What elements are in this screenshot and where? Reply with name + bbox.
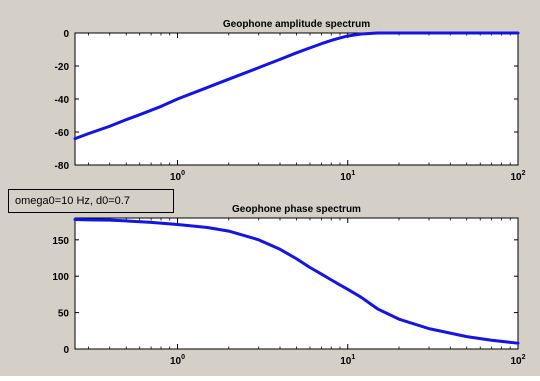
chart-1-series-line [73,31,520,141]
chart-1-xtick-label: 100 [170,170,185,183]
chart-1-title: Geophone amplitude spectrum [223,19,370,30]
chart-2-xtick-label: 102 [510,354,525,367]
chart-1-xtick-label: 102 [510,170,525,183]
chart-2-title: Geophone phase spectrum [232,204,361,215]
chart-2-xtick-label: 100 [170,354,185,367]
chart-1-ytick-label: 0 [63,29,69,40]
annotation-box: omega0=10 Hz, d0=0.7 [8,189,174,213]
chart-1-ytick-label: -40 [55,95,70,106]
chart-1-ytick-label: -20 [55,62,70,73]
chart-2-ytick-label: 0 [63,345,69,356]
chart-1-xtick-label: 101 [340,170,355,183]
chart-2-ytick-label: 50 [58,309,70,320]
chart-1-ytick-label: -80 [55,161,70,172]
chart-2-series-line [73,217,520,345]
chart-2-xtick-label: 101 [340,354,355,367]
chart-2-ytick-label: 100 [52,272,69,283]
chart-2-plot-area [74,217,519,350]
chart-1-plot-area [74,32,519,166]
chart-2-ytick-label: 150 [52,236,69,247]
chart-1-ytick-label: -60 [55,128,70,139]
annotation-text: omega0=10 Hz, d0=0.7 [15,195,130,207]
